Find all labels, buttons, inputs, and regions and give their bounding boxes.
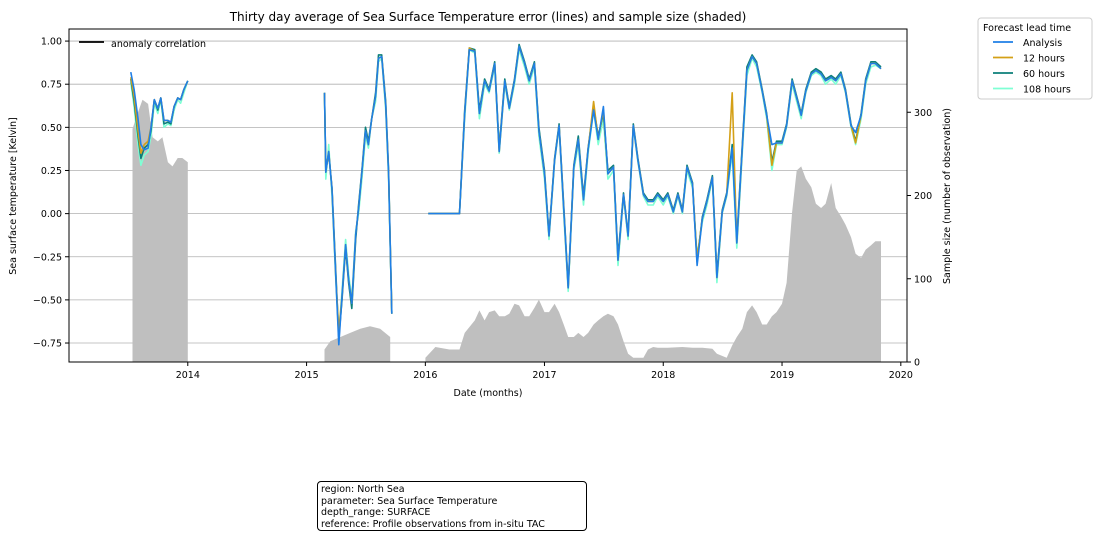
legend-anomaly: anomaly correlation [79, 39, 206, 50]
legend-label: Analysis [1023, 38, 1062, 49]
info-region: region: North Sea [321, 484, 405, 495]
series-line-segment [323, 57, 393, 336]
info-box: region: North Sea parameter: Sea Surface… [317, 481, 587, 531]
legend-box [977, 17, 1093, 100]
x-tick-label: 2016 [413, 370, 437, 381]
x-tick-label: 2020 [889, 370, 913, 381]
y2-tick-label: 0 [914, 358, 920, 369]
legend-anomaly-label: anomaly correlation [111, 39, 206, 50]
legend-title: Forecast lead time [983, 23, 1071, 34]
x-tick-label: 2017 [532, 370, 556, 381]
legend-label: 60 hours [1023, 69, 1065, 80]
series-lines [130, 43, 882, 346]
x-tick-label: 2018 [651, 370, 675, 381]
series-line-segment [323, 54, 393, 339]
x-tick-label: 2015 [294, 370, 318, 381]
series-line-segment [323, 55, 393, 346]
info-depth-range: depth_range: SURFACE [321, 507, 431, 518]
x-axis-label: Date (months) [454, 388, 523, 399]
y-tick-label: 0.50 [41, 123, 62, 134]
y2-tick-label: 100 [914, 274, 932, 285]
info-parameter: parameter: Sea Surface Temperature [321, 495, 498, 507]
sample-size-area-segment [132, 99, 188, 363]
y-tick-label: 0.00 [41, 209, 62, 220]
y2-tick-label: 300 [914, 108, 932, 119]
series-line-segment [323, 55, 393, 332]
series-line-segment [428, 45, 882, 289]
y-tick-label: 1.00 [41, 37, 62, 48]
gridlines [69, 40, 907, 344]
y-axis-left: 1.00 0.75 0.50 0.25 0.00 −0.25 −0.50 −0.75 [33, 37, 69, 350]
y-tick-label: −0.25 [33, 252, 62, 263]
y2-axis-label: Sample size (number of observation) [942, 108, 953, 284]
y-tick-label: 0.25 [41, 166, 62, 177]
y-tick-label: −0.75 [33, 339, 62, 350]
legend-lead-time: Forecast lead time Analysis 12 hours 60 ho… [977, 17, 1093, 100]
y-tick-label: 0.75 [41, 80, 62, 91]
y2-tick-label: 200 [914, 191, 932, 202]
series-analysis [130, 45, 882, 346]
legend-label: 12 hours [1023, 54, 1065, 65]
x-tick-label: 2019 [770, 370, 794, 381]
chart-title: Thirty day average of Sea Surface Temper… [229, 10, 747, 24]
info-reference: reference: Profile observations from in-… [321, 518, 545, 530]
x-tick-label: 2014 [176, 370, 200, 381]
y-axis-label: Sea surface temperature [Kelvin] [8, 117, 19, 275]
legend-label: 108 hours [1023, 85, 1071, 96]
y-tick-label: −0.50 [33, 295, 62, 306]
sample-size-area-segment [324, 326, 391, 362]
x-axis: 2014 2015 2016 2017 2018 2019 2020 [176, 362, 913, 381]
legend-entries: Analysis 12 hours 60 hours 108 hours [993, 38, 1071, 96]
series-line-segment [130, 71, 189, 151]
y-axis-right: 0 100 200 300 [907, 108, 932, 369]
sample-size-area [132, 99, 881, 363]
sample-size-area-segment [425, 166, 881, 362]
